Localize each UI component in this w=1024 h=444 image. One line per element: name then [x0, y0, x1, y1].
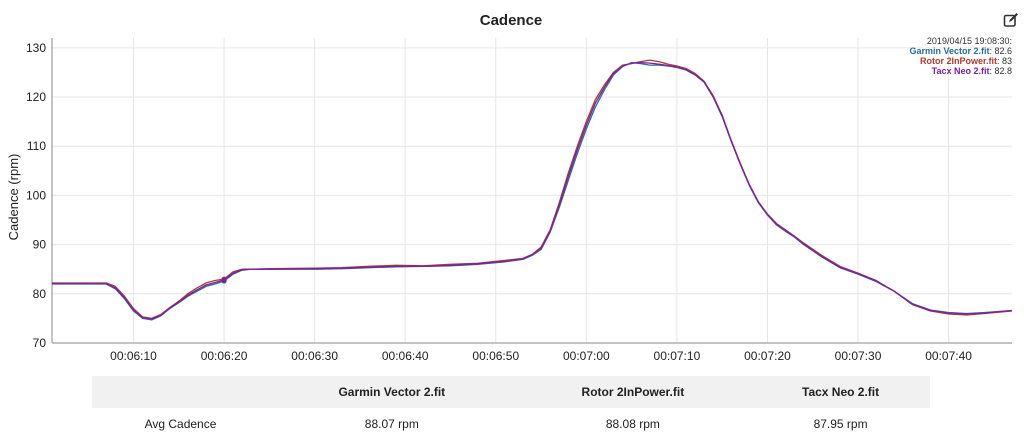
y-tick-label: 110 [27, 139, 46, 153]
y-tick-label: 100 [26, 188, 46, 202]
axis-layer: 70 80 90 100 110 120 130 00:06:10 00:06:20 00:06:… [26, 38, 1012, 363]
x-tick-label: 00:06:20 [201, 349, 248, 363]
y-tick-label: 130 [26, 41, 46, 55]
stats-header-empty [92, 376, 269, 408]
cell-rotor-avg-cadence: 88.08 rpm [605, 417, 660, 431]
y-tick-label: 120 [26, 90, 46, 104]
series-line-0 [52, 61, 1013, 321]
series-layer [52, 59, 1013, 321]
y-tick-label: 90 [33, 238, 47, 252]
legend-timestamp: 2019/04/15 19:08:30: [927, 36, 1012, 46]
legend-name: Garmin Vector 2.fit [909, 46, 989, 56]
y-tick-label: 80 [33, 287, 47, 301]
y-axis-label: Cadence (rpm) [6, 154, 21, 241]
cell-garmin-avg-cadence: 88.07 rpm [364, 417, 419, 431]
legend-value: : 82.6 [989, 46, 1012, 56]
table-row: Avg Cadence 88.07 rpm 88.08 rpm 87.95 rp… [92, 408, 930, 440]
legend-entry-1: Rotor 2InPower.fit: 83 [920, 56, 1012, 66]
y-tick-label: 70 [33, 336, 47, 350]
legend-name: Tacx Neo 2.fit [932, 66, 990, 76]
x-tick-label: 00:07:40 [925, 349, 972, 363]
series-line-2 [52, 61, 1013, 320]
edit-icon[interactable] [1003, 12, 1019, 28]
x-tick-label: 00:06:10 [110, 349, 157, 363]
x-tick-label: 00:07:30 [835, 349, 882, 363]
grid-layer [52, 38, 1012, 344]
stats-header-garmin: Garmin Vector 2.fit [338, 385, 446, 399]
legend-name: Rotor 2InPower.fit [920, 56, 997, 66]
x-tick-label: 00:06:40 [382, 349, 429, 363]
cadence-chart: Cadence 70 80 90 100 110 120 130 00:06:10 00:06:… [6, 12, 1013, 363]
chart-legend: 2019/04/15 19:08:30: Garmin Vector 2.fit… [909, 36, 1012, 76]
stats-header-row: Garmin Vector 2.fit Rotor 2InPower.fit T… [92, 376, 930, 408]
row-label-avg-cadence: Avg Cadence [144, 417, 217, 431]
x-tick-label: 00:07:10 [654, 349, 701, 363]
stats-header-tacx: Tacx Neo 2.fit [802, 385, 880, 399]
series-line-1 [52, 59, 1013, 320]
legend-value: : 82.8 [989, 66, 1012, 76]
stats-table: Garmin Vector 2.fit Rotor 2InPower.fit T… [92, 376, 930, 440]
x-tick-label: 00:06:50 [472, 349, 519, 363]
legend-entry-0: Garmin Vector 2.fit: 82.6 [909, 46, 1012, 56]
legend-value: : 83 [997, 56, 1012, 66]
highlight-point-2 [221, 277, 227, 283]
x-tick-label: 00:07:00 [563, 349, 610, 363]
x-tick-label: 00:06:30 [291, 349, 338, 363]
x-tick-label: 00:07:20 [744, 349, 791, 363]
chart-title: Cadence [480, 12, 543, 29]
cell-tacx-avg-cadence: 87.95 rpm [813, 417, 868, 431]
stats-header-rotor: Rotor 2InPower.fit [581, 385, 685, 399]
legend-entry-2: Tacx Neo 2.fit: 82.8 [932, 66, 1012, 76]
marker-layer [221, 276, 227, 284]
